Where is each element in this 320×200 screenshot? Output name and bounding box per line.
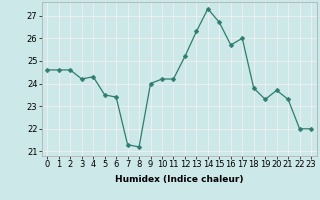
X-axis label: Humidex (Indice chaleur): Humidex (Indice chaleur): [115, 175, 244, 184]
